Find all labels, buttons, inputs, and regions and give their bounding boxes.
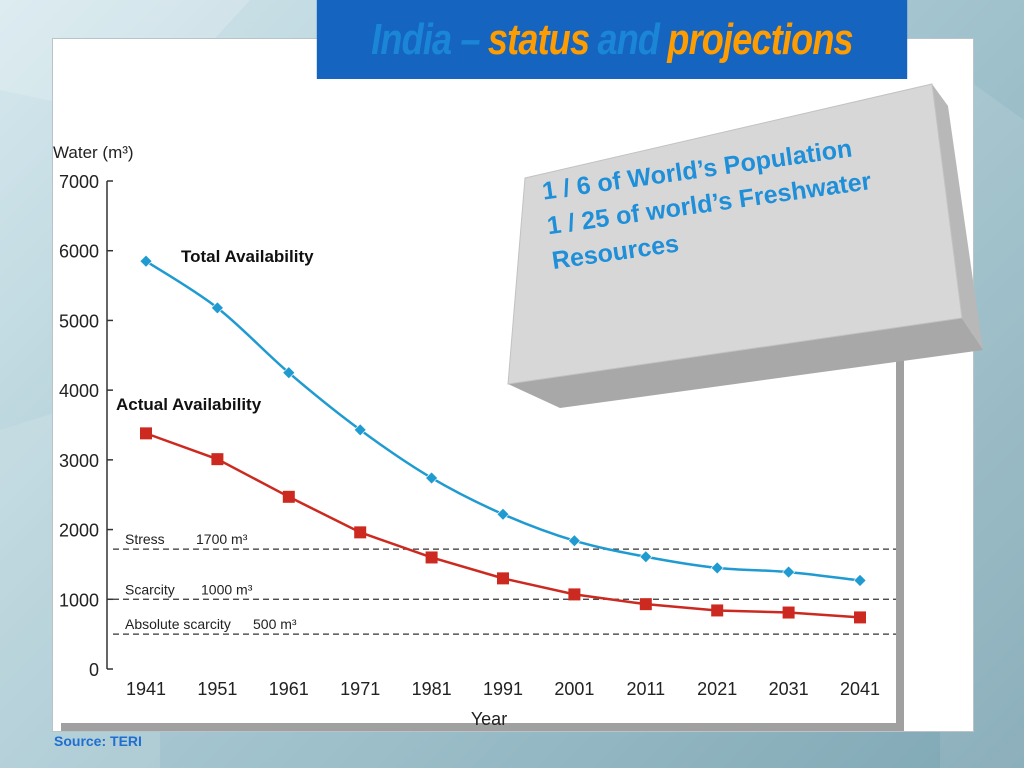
y-tick-label: 0: [89, 660, 99, 680]
data-point-actual: [425, 551, 438, 564]
data-point-total: [210, 301, 224, 315]
data-point-actual: [782, 606, 795, 619]
line-chart: Water (m³) Year 0 1000 2000 3000 4000 5000 600…: [53, 143, 904, 731]
data-point-actual: [497, 572, 509, 585]
title-part-projections: projections: [667, 14, 853, 64]
reference-line-value: 1700 m³: [196, 531, 248, 547]
x-tick-label: 2021: [697, 679, 737, 699]
data-point-total: [496, 507, 510, 521]
data-point-actual: [282, 490, 295, 503]
data-point-actual: [354, 526, 367, 539]
source-note: Source: TERI: [54, 733, 142, 749]
reference-lines: Stress 1700 m³ Scarcity 1000 m³ Absolute sca…: [113, 531, 896, 635]
x-tick-label: 2031: [769, 679, 809, 699]
data-point-actual: [711, 604, 724, 617]
reference-line-name: Absolute scarcity: [125, 616, 231, 632]
data-point-total: [782, 565, 796, 579]
y-tick-label: 7000: [59, 172, 99, 192]
x-tick-label: 1951: [197, 679, 237, 699]
chart-shadow-right: [896, 339, 904, 731]
data-point-actual: [140, 427, 152, 440]
y-tick-label: 6000: [59, 242, 99, 262]
reference-line-name: Stress: [125, 531, 165, 547]
series-line-total: [145, 260, 861, 582]
x-tick-label: 2041: [840, 679, 880, 699]
title-banner: India – status and projections: [316, 0, 908, 79]
x-tick-label: 1991: [483, 679, 523, 699]
title-part-india: India –: [371, 14, 480, 64]
data-point-total: [567, 534, 581, 548]
data-point-total: [353, 423, 367, 437]
x-tick-label: 1971: [340, 679, 380, 699]
x-tick-label: 2001: [554, 679, 594, 699]
title-part-status: status: [487, 14, 590, 64]
data-point-total: [425, 471, 439, 485]
y-tick-label: 4000: [59, 381, 99, 401]
series-label-total: Total Availability: [181, 247, 314, 266]
info-box-right-face: [932, 84, 983, 350]
series-line-actual: [145, 432, 861, 619]
reference-line-value: 500 m³: [253, 616, 297, 632]
x-tick-label: 1941: [126, 679, 166, 699]
info-box-front-face: [507, 83, 963, 385]
y-axis-label: Water (m³): [53, 143, 134, 162]
x-tick-group: 1941 1951 1961 1971 1981 1991 2001 2011 2021 2031…: [126, 679, 880, 699]
x-tick-label: 2011: [626, 679, 665, 699]
series-label-actual: Actual Availability: [116, 395, 262, 414]
y-tick-label: 1000: [59, 590, 99, 610]
x-axis-label: Year: [471, 709, 507, 729]
chart-shadow-bottom: [61, 723, 904, 731]
y-tick-label: 3000: [59, 451, 99, 471]
y-tick-label: 2000: [59, 521, 99, 541]
y-tick-group: 0 1000 2000 3000 4000 5000 6000 7000: [59, 172, 113, 680]
data-point-total: [139, 254, 153, 268]
series-layer: [139, 254, 867, 624]
info-box-bottom-face: [508, 318, 983, 408]
data-point-total: [710, 561, 724, 575]
reference-line-name: Scarcity: [125, 581, 175, 597]
x-tick-label: 1981: [412, 679, 452, 699]
data-point-total: [639, 550, 653, 564]
x-tick-label: 1961: [269, 679, 309, 699]
data-point-actual: [211, 453, 224, 466]
info-box-3d: [507, 83, 983, 408]
data-point-total: [282, 366, 296, 380]
y-tick-label: 5000: [59, 311, 99, 331]
reference-line-value: 1000 m³: [201, 581, 253, 597]
data-point-actual: [639, 598, 652, 611]
data-point-actual: [568, 588, 581, 601]
data-point-total: [853, 574, 867, 587]
title-part-and: and: [597, 14, 660, 64]
data-point-actual: [854, 611, 866, 624]
